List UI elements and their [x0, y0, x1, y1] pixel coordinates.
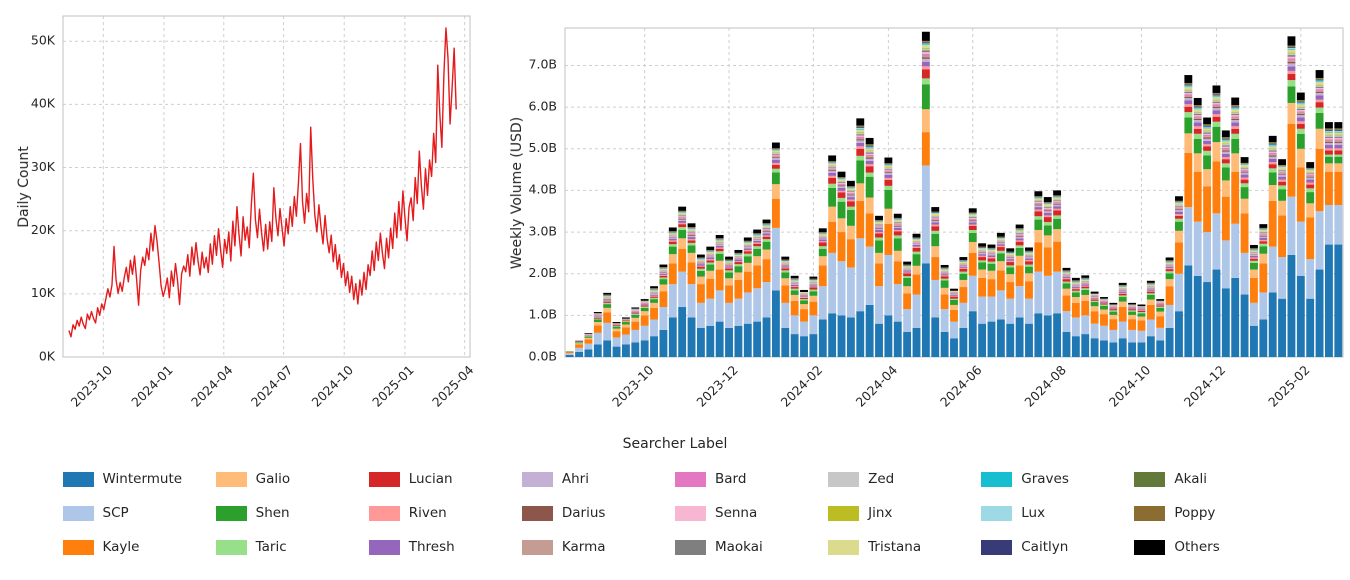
legend-item-lux: Lux — [981, 505, 1134, 521]
legend-label: Galio — [255, 471, 291, 487]
legend-swatch-ahri — [521, 471, 553, 487]
legend-label: Senna — [715, 505, 758, 521]
legend-label: Kayle — [102, 539, 140, 555]
legend-label: Lucian — [408, 471, 453, 487]
legend-swatch-caitlyn — [981, 539, 1013, 555]
legend-swatch-galio — [215, 471, 247, 487]
legend-item-galio: Galio — [215, 471, 369, 487]
legend-label: SCP — [102, 505, 129, 521]
legend-swatch-tristana — [828, 539, 860, 555]
legend-swatch-others — [1134, 539, 1166, 555]
legend-item-jinx: Jinx — [828, 505, 981, 521]
legend-label: Ahri — [561, 471, 589, 487]
legend-swatch-darius — [521, 505, 553, 521]
legend-item-tristana: Tristana — [828, 539, 981, 555]
legend-swatch-scp — [62, 505, 94, 521]
legend-title: Searcher Label — [622, 436, 728, 452]
legend-swatch-thresh — [368, 539, 400, 555]
legend-label: Graves — [1021, 471, 1069, 487]
legend-item-akali: Akali — [1134, 471, 1287, 487]
legend-label: Karma — [561, 539, 606, 555]
legend-label: Lux — [1021, 505, 1046, 521]
legend-swatch-shen — [215, 505, 247, 521]
legend-label: Zed — [868, 471, 895, 487]
legend-item-graves: Graves — [981, 471, 1134, 487]
legend-label: Akali — [1174, 471, 1207, 487]
legend-swatch-riven — [368, 505, 400, 521]
legend-item-shen: Shen — [215, 505, 369, 521]
legend-item-ahri: Ahri — [521, 471, 675, 487]
legend-item-karma: Karma — [521, 539, 675, 555]
legend-label: Tristana — [868, 539, 922, 555]
legend-swatch-kayle — [62, 539, 94, 555]
legend-swatch-maokai — [675, 539, 706, 555]
legend-label: Maokai — [715, 539, 763, 555]
legend-swatch-lux — [981, 505, 1013, 521]
legend-item-bard: Bard — [675, 471, 828, 487]
daily-count-y-axis-label: Daily Count — [16, 146, 32, 228]
weekly-volume-y-axis-label: Weekly Volume (USD) — [509, 116, 525, 270]
legend-item-thresh: Thresh — [368, 539, 522, 555]
legend-label: Poppy — [1174, 505, 1216, 521]
legend-swatch-bard — [675, 471, 706, 487]
legend-item-zed: Zed — [828, 471, 981, 487]
legend-swatch-wintermute — [62, 471, 94, 487]
legend-swatch-taric — [215, 539, 247, 555]
legend: Searcher Label Wintermute SCP Kayle Galio Sh… — [0, 436, 1350, 564]
legend-swatch-jinx — [828, 505, 860, 521]
daily-count-line-chart — [0, 0, 505, 432]
legend-label: Shen — [255, 505, 290, 521]
legend-item-senna: Senna — [675, 505, 828, 521]
legend-item-darius: Darius — [521, 505, 675, 521]
legend-item-riven: Riven — [368, 505, 522, 521]
legend-label: Others — [1174, 539, 1220, 555]
legend-label: Bard — [715, 471, 747, 487]
legend-label: Caitlyn — [1021, 539, 1069, 555]
legend-label: Taric — [255, 539, 287, 555]
legend-label: Thresh — [408, 539, 455, 555]
legend-item-taric: Taric — [215, 539, 369, 555]
legend-item-others: Others — [1134, 539, 1287, 555]
legend-swatch-akali — [1134, 471, 1166, 487]
legend-swatch-karma — [521, 539, 553, 555]
legend-swatch-graves — [981, 471, 1013, 487]
weekly-volume-stacked-bar-chart — [505, 0, 1350, 432]
legend-swatch-poppy — [1134, 505, 1166, 521]
legend-item-poppy: Poppy — [1134, 505, 1287, 521]
legend-item-kayle: Kayle — [62, 539, 216, 555]
legend-item-wintermute: Wintermute — [62, 471, 216, 487]
legend-label: Jinx — [868, 505, 893, 521]
legend-swatch-zed — [828, 471, 860, 487]
legend-label: Wintermute — [102, 471, 183, 487]
legend-item-caitlyn: Caitlyn — [981, 539, 1134, 555]
legend-item-scp: SCP — [62, 505, 216, 521]
legend-label: Riven — [408, 505, 447, 521]
legend-label: Darius — [561, 505, 606, 521]
legend-swatch-senna — [675, 505, 706, 521]
legend-item-lucian: Lucian — [368, 471, 522, 487]
legend-grid: Wintermute SCP Kayle Galio Shen Taric Lucian Ri… — [62, 462, 1288, 564]
legend-item-maokai: Maokai — [675, 539, 828, 555]
legend-swatch-lucian — [368, 471, 400, 487]
